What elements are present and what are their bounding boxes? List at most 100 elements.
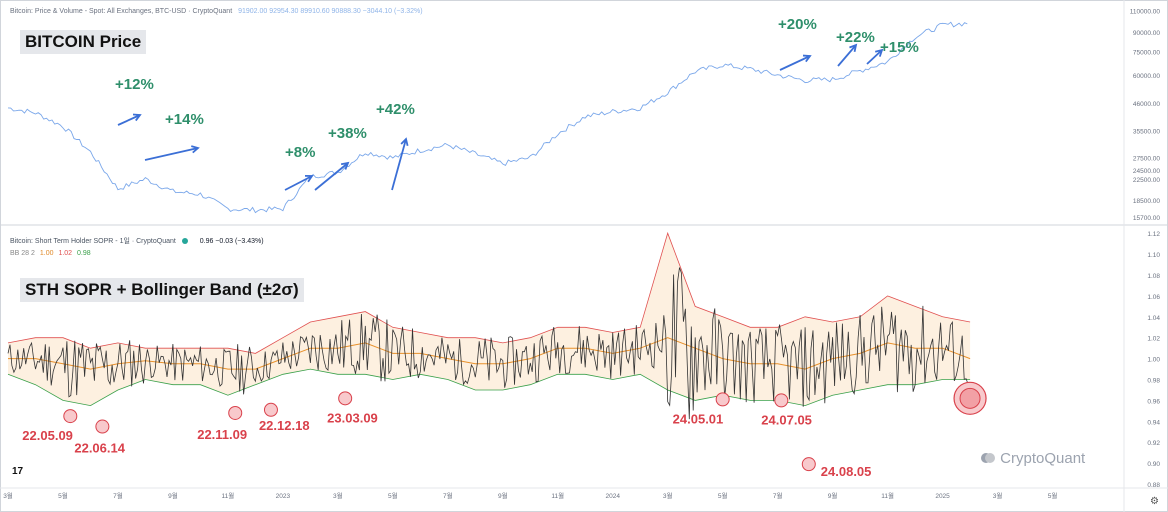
time-tick-label: 7월 [443, 491, 453, 500]
bb-lower-value: 0.98 [77, 250, 91, 257]
time-tick-label: 3월 [333, 491, 343, 500]
gain-label: +8% [285, 144, 315, 161]
event-label: 22.11.09 [197, 427, 247, 442]
time-tick-label: 11월 [222, 491, 235, 500]
gain-arrow-head [304, 174, 314, 183]
sopr-legend-label: Bitcoin: Short Term Holder SOPR - 1일 · C… [10, 238, 176, 245]
event-label: 22.05.09 [22, 428, 73, 443]
time-tick-label: 11월 [881, 491, 894, 500]
gain-arrow [314, 162, 349, 191]
bb-upper-value: 1.02 [58, 250, 73, 257]
gain-arrow-head [802, 54, 812, 63]
status-dot-icon [181, 238, 188, 245]
price-tick-label: 18500.00 [1133, 198, 1160, 205]
gain-label: +22% [836, 29, 875, 46]
time-tick-label: 7월 [773, 491, 783, 500]
gain-label: +14% [165, 111, 204, 128]
event-label: 22.06.14 [74, 441, 125, 456]
sopr-tick-label: 0.88 [1147, 482, 1160, 489]
sopr-title: STH SOPR + Bollinger Band (±2σ) [20, 278, 304, 302]
event-marker [263, 402, 278, 417]
gain-arrow [837, 44, 857, 67]
bb-mid-value: 1.00 [39, 250, 54, 257]
bollinger-upper-line [7, 231, 971, 354]
gain-label: +38% [328, 125, 367, 142]
sopr-tick-label: 1.06 [1147, 294, 1160, 301]
gain-arrow [391, 138, 407, 191]
gain-arrow [284, 175, 313, 191]
price-tick-label: 24500.00 [1133, 168, 1160, 175]
bollinger-band-fill [8, 233, 971, 406]
gain-arrow-head [874, 48, 884, 57]
price-tick-label: 15700.00 [1133, 215, 1160, 222]
sopr-tick-label: 1.02 [1147, 336, 1160, 343]
sopr-tick-label: 0.90 [1147, 461, 1160, 468]
gain-arrow [117, 114, 141, 126]
event-marker [95, 419, 110, 434]
time-tick-label: 3월 [3, 491, 13, 500]
gain-arrow-head [400, 137, 409, 147]
sopr-tick-label: 1.04 [1147, 315, 1160, 322]
time-tick-label: 11월 [551, 491, 564, 500]
price-line [7, 21, 968, 214]
event-label: 22.12.18 [259, 418, 310, 433]
gain-label: +20% [778, 16, 817, 33]
time-tick-label: 2024 [605, 493, 620, 500]
price-tick-label: 60000.00 [1133, 73, 1160, 80]
price-tick-label: 35500.00 [1133, 129, 1160, 136]
price-tick-label: 46000.00 [1133, 101, 1160, 108]
tradingview-logo-icon: 17 [12, 466, 24, 477]
time-tick-label: 3월 [663, 491, 673, 500]
current-marker-inner [959, 387, 981, 409]
sopr-tick-label: 0.94 [1147, 419, 1160, 426]
gain-arrow-head [191, 145, 200, 154]
event-marker [338, 391, 353, 406]
sopr-legend: Bitcoin: Short Term Holder SOPR - 1일 · C… [10, 236, 264, 246]
watermark: CryptoQuant [980, 450, 1085, 467]
time-tick-label: 3월 [993, 491, 1003, 500]
time-tick-label: 2023 [276, 493, 291, 500]
watermark-text: CryptoQuant [1000, 450, 1086, 467]
gain-arrow-head [340, 161, 350, 170]
time-tick-label: 7월 [113, 491, 123, 500]
sopr-tick-label: 1.12 [1147, 231, 1160, 238]
price-ohlc: 91902.00 92954.30 89910.60 90888.30 −304… [238, 8, 423, 15]
time-tick-label: 5월 [718, 491, 728, 500]
event-marker [801, 457, 816, 472]
sopr-tick-label: 1.10 [1147, 252, 1160, 259]
event-marker [63, 409, 78, 424]
gain-arrow [866, 49, 883, 65]
gain-arrow-head [132, 113, 142, 122]
event-label: 24.05.01 [673, 411, 724, 426]
price-legend: Bitcoin: Price & Volume - Spot: All Exch… [10, 8, 423, 15]
sopr-tick-label: 1.08 [1147, 273, 1160, 280]
gain-arrow [144, 147, 199, 161]
time-tick-label: 9월 [828, 491, 838, 500]
gear-icon[interactable]: ⚙ [1150, 496, 1159, 507]
sopr-tick-label: 0.92 [1147, 440, 1160, 447]
price-tick-label: 27500.00 [1133, 156, 1160, 163]
event-marker [228, 405, 243, 420]
sopr-value: 0.96 −0.03 (−3.43%) [199, 238, 264, 245]
price-legend-label: Bitcoin: Price & Volume - Spot: All Exch… [10, 8, 233, 15]
gain-arrow-head [849, 43, 858, 53]
sopr-tick-label: 0.98 [1147, 378, 1160, 385]
price-tick-label: 75000.00 [1133, 49, 1160, 56]
price-tick-label: 110000.00 [1130, 9, 1161, 16]
event-label: 24.08.05 [821, 464, 872, 479]
gain-arrow [779, 55, 811, 71]
time-tick-label: 2025 [935, 493, 950, 500]
event-marker [715, 392, 730, 407]
time-tick-label: 5월 [1048, 491, 1058, 500]
event-marker [774, 393, 789, 408]
bb-legend: BB 28 2 1.00 1.02 0.98 [10, 250, 91, 257]
event-label: 23.03.09 [327, 410, 378, 425]
gain-label: +12% [115, 76, 154, 93]
bb-label: BB 28 2 [10, 250, 35, 257]
gain-label: +15% [880, 39, 919, 56]
time-tick-label: 9월 [168, 491, 178, 500]
time-tick-label: 5월 [58, 491, 68, 500]
